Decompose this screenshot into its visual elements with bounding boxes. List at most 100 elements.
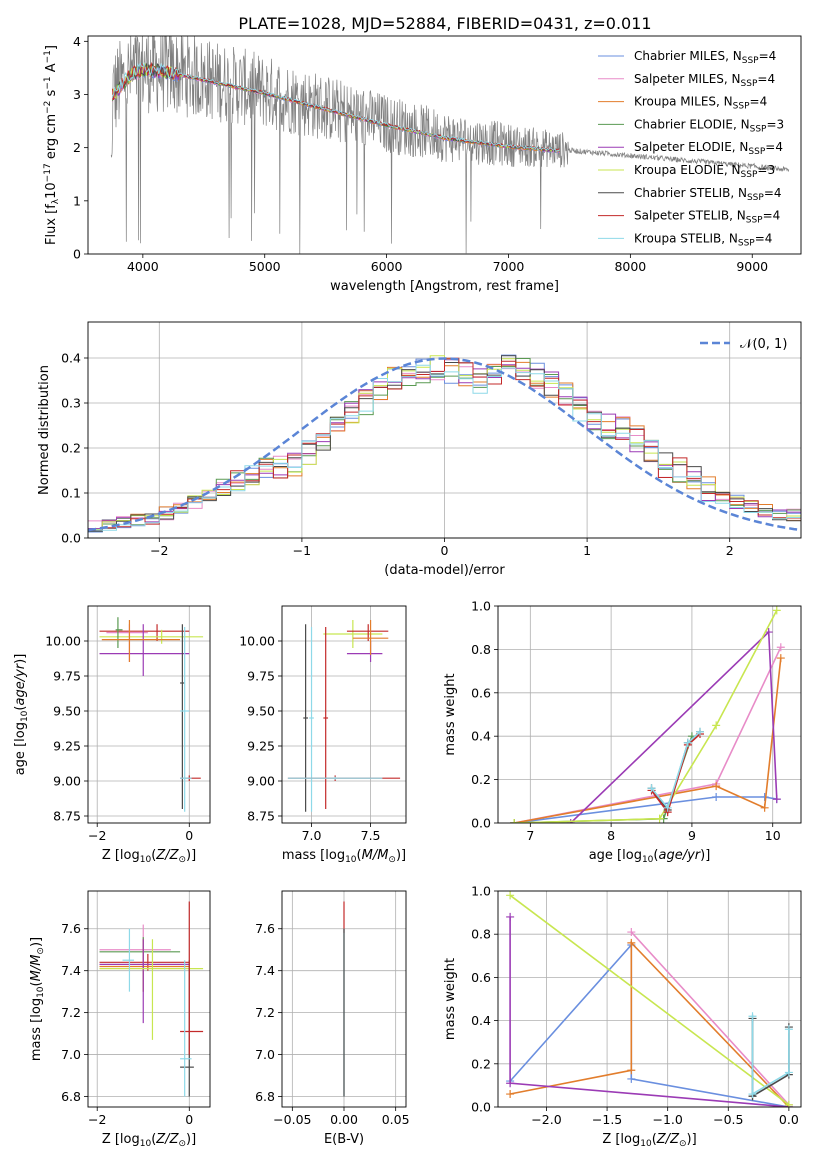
y-tick-label: 7.6 (255, 921, 275, 936)
y-tick-label: 7.4 (61, 963, 81, 978)
label-part: 10 (44, 182, 59, 199)
y-tick-label: 0.0 (471, 1100, 491, 1115)
y-tick-label: 3 (73, 87, 81, 102)
residuals-axes: −2 −1 0 1 2 0.0 0.1 0.2 0.3 0.4 (data-model)/error… (37, 321, 802, 578)
label-part: −17 (43, 163, 53, 182)
y-tick-label: 8.75 (53, 809, 81, 824)
x-tick-label: −2 (88, 828, 106, 843)
x-tick-label: 1 (583, 543, 591, 558)
legend-label-text: Chabrier STELIB, N (634, 186, 747, 200)
x-axis-label: E(B-V) (324, 1132, 364, 1147)
y-tick-label: 9.50 (247, 704, 275, 719)
legend-label-sub: SSP (746, 216, 763, 226)
legend-label-sub: SSP (742, 56, 759, 66)
legend-label-text: Chabrier MILES, N (634, 49, 742, 63)
x-axis-label: Z [log10(Z/Z⊙)] (602, 1132, 696, 1149)
y-tick-label: 1 (73, 193, 81, 208)
y-tick-label: 0.8 (471, 642, 491, 657)
legend-label-text: Kroupa MILES, N (634, 95, 733, 109)
y-tick-label: 0.4 (471, 729, 491, 744)
label-part: ⊙ (679, 1139, 687, 1149)
label-part: M/M (29, 955, 44, 982)
weight-marker (760, 803, 769, 812)
legend-label-suffix: =4 (755, 231, 773, 245)
label-part: ⊙ (178, 1139, 186, 1149)
x-tick-label: 7 (526, 828, 534, 843)
spectrum-plot-area (110, 36, 790, 254)
x-tick-label: 7.5 (361, 828, 381, 843)
normal-distribution-curve (88, 357, 801, 532)
x-tick-label: 4000 (127, 259, 159, 274)
label-part: Z/Z (155, 1132, 179, 1147)
weight-marker (776, 654, 785, 663)
axes-frame (87, 321, 802, 539)
x-tick-label: 0.05 (382, 1112, 410, 1127)
y-axis-label: age [log10(age/yr)] (13, 654, 30, 776)
weight-marker (772, 606, 781, 615)
label-part: ( (151, 1132, 156, 1147)
label-part: age [log (13, 722, 28, 775)
x-tick-label: 8 (607, 828, 615, 843)
y-axis-label: Normed distribution (37, 365, 52, 495)
x-tick-label: 7.0 (302, 828, 322, 843)
label-part: 10 (36, 986, 46, 998)
label-part: −2 (43, 101, 53, 114)
legend-label-suffix: =4 (759, 49, 777, 63)
y-tick-label: 6.8 (61, 1089, 81, 1104)
weight-marker (510, 819, 519, 823)
legend-label-sub: SSP (750, 124, 767, 134)
y-tick-label: 7.6 (61, 921, 81, 936)
weight-marker (506, 891, 515, 900)
label-part: ( (151, 848, 156, 863)
y-tick-label: 0.1 (61, 486, 81, 501)
label-part: ( (13, 706, 28, 711)
legend-label-sub: SSP (747, 193, 764, 203)
weight-marker (712, 792, 721, 801)
legend-label-sub: SSP (738, 238, 755, 248)
x-tick-label: −1 (293, 543, 311, 558)
label-part: Z [log (102, 1132, 140, 1147)
y-tick-label: 0.0 (471, 816, 491, 831)
y-tick-label: 9.25 (247, 739, 275, 754)
label-part: ( (652, 1132, 657, 1147)
label-part: age [log (589, 848, 642, 863)
weight-vs-Z-axes: −2.0 −1.5 −1.0 −0.5 0.0 0.0 0.2 0.4 0.6 0.8 1.0 Z [… (443, 884, 802, 1149)
label-part: ⊙ (178, 855, 186, 865)
legend-label: Chabrier STELIB, NSSP=4 (634, 186, 782, 203)
label-part: ⊙ (36, 947, 46, 955)
x-tick-label: 5000 (249, 259, 281, 274)
y-tick-label: 0.6 (471, 970, 491, 985)
weight-marker (696, 727, 704, 736)
label-part: 10 (640, 1139, 652, 1149)
y-tick-label: 9.00 (247, 774, 275, 789)
y-tick-label: 0.8 (471, 927, 491, 942)
x-tick-label: 0 (441, 543, 449, 558)
label-part: )] (700, 848, 710, 863)
y-tick-label: 9.50 (53, 704, 81, 719)
legend-label-sub: SSP (741, 170, 758, 180)
legend-label-suffix: =3 (757, 163, 775, 177)
x-tick-label: 9 (688, 828, 696, 843)
y-tick-label: 0.2 (471, 772, 491, 787)
axes-frame (281, 605, 407, 824)
x-axis-label: Z [log10(Z/Z⊙)] (102, 1132, 196, 1149)
legend-label-suffix: =4 (764, 186, 782, 200)
label-part: A (44, 63, 59, 76)
label-part: 10 (345, 855, 357, 865)
weight-marker (647, 784, 656, 793)
age-vs-mass-plot-area (287, 620, 401, 812)
figure-title: PLATE=1028, MJD=52884, FIBERID=0431, z=0… (238, 14, 651, 33)
legend-label-text: Kroupa ELODIE, N (634, 163, 741, 177)
y-tick-label: 9.00 (53, 774, 81, 789)
x-axis-label: wavelength [Angstrom, rest frame] (330, 279, 559, 294)
legend-label-text: Salpeter MILES, N (634, 72, 741, 86)
legend-label-sub: SSP (733, 102, 750, 112)
legend-label-text: Salpeter STELIB, N (634, 209, 746, 223)
y-tick-label: 0.2 (61, 441, 81, 456)
label-part: age/yr (658, 848, 701, 863)
mass-vs-Z-axes: −2 06.87.07.27.47.6Z [log10(Z/Z⊙)]mass [l… (29, 890, 211, 1149)
x-tick-label: 6000 (371, 259, 403, 274)
